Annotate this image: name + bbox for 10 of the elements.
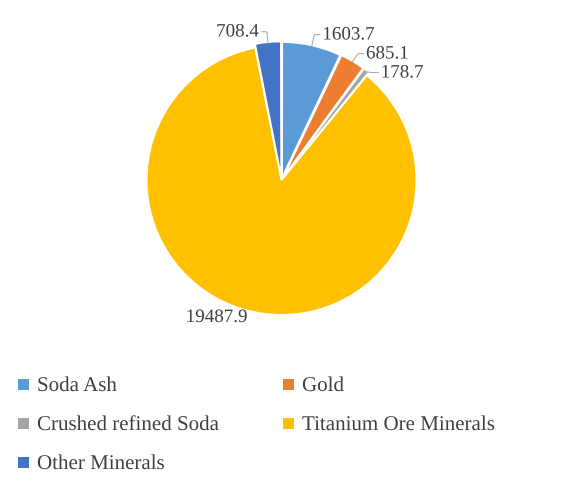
legend-label: Crushed refined Soda [36, 411, 220, 436]
data-label: 178.7 [380, 62, 424, 83]
data-label: 708.4 [216, 20, 260, 42]
legend-label: Titanium Ore Minerals [301, 411, 496, 436]
data-label: 685.1 [366, 42, 409, 64]
data-label: 19487.9 [186, 306, 248, 327]
data-label: 1603.7 [322, 24, 375, 45]
legend-label: Other Minerals [36, 450, 166, 475]
legend-label: Soda Ash [36, 372, 118, 397]
legend-label: Gold [301, 372, 345, 397]
